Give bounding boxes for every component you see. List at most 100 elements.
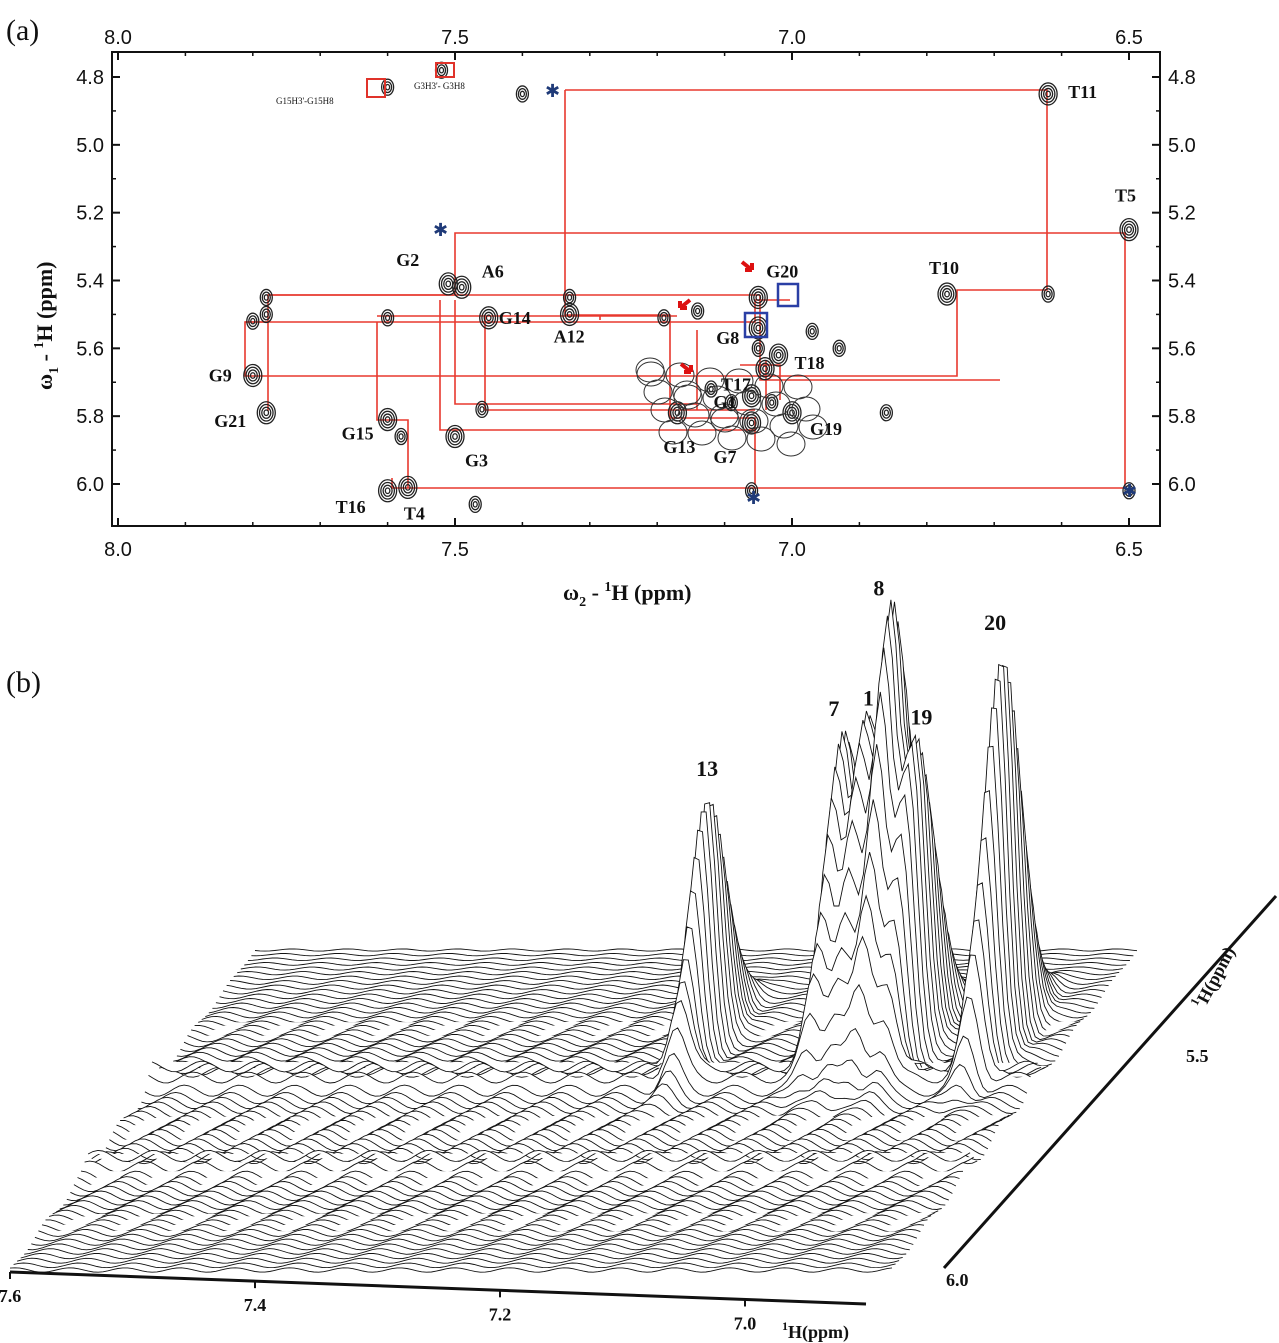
panel-a-ticks: 8.0 8.0 7.5 7.5 7.0 7.0 6.5 6.5 4.8 4.8 5.0 5.0 5.2 5… (76, 27, 1196, 561)
contour-ring (456, 281, 467, 294)
contour-ring (748, 487, 755, 495)
contour-ring (377, 407, 398, 432)
contour-ring (1045, 290, 1051, 298)
peak-label-t17: T17 (721, 375, 751, 395)
y-tick-label-left: 5.4 (76, 271, 104, 293)
surface-trace (191, 656, 1074, 1038)
star-icon: ✱ (746, 488, 761, 509)
surface-trace (205, 848, 1088, 1019)
contour-ring (753, 321, 764, 335)
contour-ring (564, 308, 575, 321)
surface-peak-labels: 13 7 1 8 19 20 (696, 575, 1006, 781)
peak-label-t11: T11 (1068, 82, 1097, 102)
walk-segment (245, 299, 790, 323)
contour-ring (741, 411, 762, 435)
contour-ring (1042, 87, 1054, 101)
cluster-contour (717, 425, 747, 451)
contour-ring (481, 308, 497, 327)
contour-ring (263, 311, 269, 318)
contour-ring (724, 393, 738, 412)
contour-ring (249, 372, 256, 379)
x-tick-label-top: 7.5 (441, 27, 469, 49)
walk-segment (376, 322, 409, 488)
surface-trace (201, 802, 1084, 1024)
contour-ring (755, 345, 761, 352)
star-icon: ✱ (1122, 481, 1137, 502)
surface-trace (31, 1238, 914, 1246)
contour-ring (672, 406, 683, 419)
panel-a-frame (111, 51, 1161, 527)
cluster-contour (791, 396, 821, 422)
peak-label-g20: G20 (766, 261, 798, 281)
contour-ring (805, 322, 819, 341)
panel-b-label: (b) (6, 666, 41, 699)
contour-ring (692, 305, 703, 318)
contour-ring (382, 81, 393, 94)
star-icon: ✱ (433, 220, 448, 241)
contour-ring (782, 401, 802, 425)
contour-ring (380, 309, 395, 327)
arrow-icon (679, 362, 693, 374)
contour-ring (937, 282, 957, 306)
cluster-contour (783, 374, 813, 400)
contour-ring (1043, 288, 1053, 301)
surface-x-tick-label: 7.2 (489, 1304, 512, 1324)
y-tick-label-left: 6.0 (76, 474, 104, 496)
surface-y-tick-label: 6.0 (946, 1270, 969, 1290)
contour-ring (472, 501, 478, 508)
peak-label-a12: A12 (554, 326, 585, 346)
contour-ring (944, 290, 950, 298)
contour-ring (775, 351, 782, 359)
contour-ring (384, 487, 391, 495)
peak-label-t18: T18 (795, 353, 825, 373)
contour-ring (246, 312, 260, 330)
peak-label-g19: G19 (810, 419, 842, 439)
contour-ring (694, 307, 701, 315)
blue-box-g8 (743, 311, 769, 339)
surface-trace (183, 601, 1067, 1048)
contour-ring (438, 66, 445, 74)
contour-ring (1121, 220, 1137, 239)
contour-ring (762, 365, 768, 373)
contour-ring (832, 339, 846, 357)
cluster-contour (643, 379, 673, 405)
surface-peak-label-20: 20 (984, 610, 1006, 635)
contour-ring (1126, 226, 1132, 234)
cluster-contour (658, 419, 688, 445)
connectivity-walk (244, 89, 1126, 489)
contour-ring (445, 280, 452, 288)
y-tick-label-right: 5.4 (1168, 271, 1196, 293)
x-axis-line (9, 1270, 867, 1306)
y-tick-label-left: 5.6 (76, 338, 104, 360)
peak-label-g8: G8 (716, 328, 739, 348)
surface-y-tick-label: 5.5 (1186, 1046, 1209, 1066)
contour-ring (941, 287, 953, 301)
contour-ring (248, 315, 258, 328)
contour-ring (748, 419, 755, 427)
contour-ring (755, 294, 762, 301)
walk-segment (244, 89, 1126, 489)
contour-ring (883, 409, 890, 417)
peak-label-g3: G3 (465, 451, 488, 471)
contour-ring (438, 272, 458, 296)
contour-ring (479, 306, 499, 330)
cluster-contour (695, 367, 725, 393)
cluster-contour (680, 402, 710, 428)
contour-ring (452, 275, 472, 299)
noe-box-g3 (435, 62, 455, 78)
panel-a-label: (a) (6, 14, 39, 47)
y-axis-title: ω1 - 1H (ppm) (32, 262, 62, 390)
peak-label-g15: G15 (342, 424, 374, 444)
cross-peaks (243, 61, 1139, 514)
peak-label-t4: T4 (404, 503, 425, 523)
contour-ring (879, 404, 894, 422)
arrow-icon (740, 260, 754, 272)
peak-label-g2: G2 (396, 250, 419, 270)
contour-ring (753, 342, 763, 355)
contour-ring (259, 288, 273, 307)
contour-ring (881, 406, 892, 419)
contour-ring (261, 406, 272, 419)
contour-ring (750, 288, 766, 307)
blue-box-g20 (776, 282, 800, 308)
